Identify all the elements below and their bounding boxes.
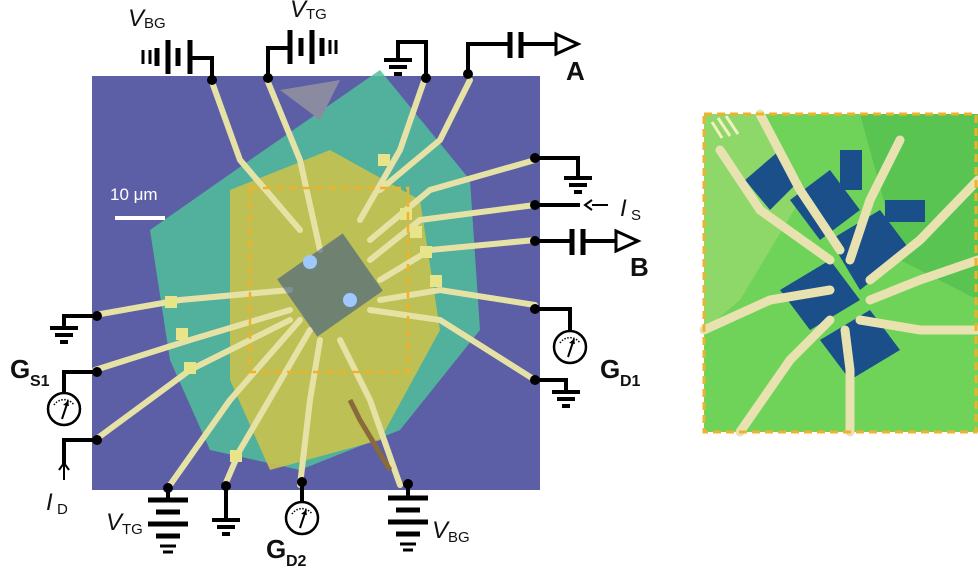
battery-icon xyxy=(141,40,214,82)
battery-icon xyxy=(388,482,428,552)
scale-bar-label: 10 μm xyxy=(110,185,158,204)
meter-icon xyxy=(46,391,82,427)
svg-text:I: I xyxy=(620,195,627,222)
output-a-label: A xyxy=(566,56,585,86)
svg-text:V: V xyxy=(106,509,124,536)
output-b-label: B xyxy=(630,252,649,282)
zoom-region-box xyxy=(248,186,410,374)
output-arrow-icon xyxy=(614,228,642,254)
svg-text:D: D xyxy=(57,501,68,518)
svg-text:V: V xyxy=(290,0,308,23)
capacitor-icon xyxy=(466,32,558,76)
ground-icon xyxy=(48,314,99,344)
device-micrograph: 10 μm xyxy=(92,70,540,490)
svg-text:BG: BG xyxy=(448,529,470,546)
meter-icon xyxy=(284,500,320,536)
zoom-inset xyxy=(699,109,978,437)
svg-text:D2: D2 xyxy=(286,553,307,570)
svg-text:I: I xyxy=(46,489,53,516)
svg-text:TG: TG xyxy=(306,6,327,23)
svg-text:S: S xyxy=(631,207,641,224)
svg-text:V: V xyxy=(128,5,146,32)
ground-icon xyxy=(210,484,242,536)
battery-icon xyxy=(266,30,338,80)
svg-text:G: G xyxy=(266,534,286,564)
svg-text:TG: TG xyxy=(122,521,143,538)
svg-text:V: V xyxy=(432,517,450,544)
ground-icon xyxy=(533,378,582,408)
svg-text:S1: S1 xyxy=(30,373,50,390)
zoom-inset-border xyxy=(702,112,978,434)
ground-icon xyxy=(533,156,594,194)
capacitor-icon xyxy=(533,229,618,255)
svg-text:G: G xyxy=(10,354,30,384)
device-center xyxy=(277,233,383,337)
svg-text:G: G xyxy=(600,354,620,384)
meter-icon xyxy=(552,329,588,365)
battery-icon xyxy=(148,486,188,554)
output-arrow-icon xyxy=(554,31,582,57)
ground-icon xyxy=(382,40,428,80)
svg-text:D1: D1 xyxy=(620,373,641,390)
svg-text:BG: BG xyxy=(144,15,166,32)
